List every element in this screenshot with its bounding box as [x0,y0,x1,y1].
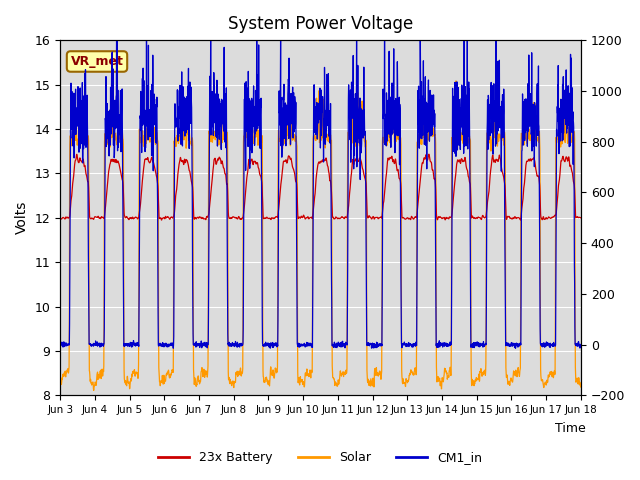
Line: 23x Battery: 23x Battery [60,154,581,220]
Solar [335,377,343,383]
CM1_in [335,343,343,349]
Solar [452,78,460,84]
23x Battery [577,215,585,221]
Y-axis label: Volts: Volts [15,201,29,235]
23x Battery [202,216,209,222]
Title: System Power Voltage: System Power Voltage [228,15,413,33]
23x Battery [335,216,343,221]
Solar [90,387,97,393]
Solar [472,378,480,384]
CM1_in [472,342,479,348]
Text: VR_met: VR_met [70,55,124,68]
23x Battery [546,215,554,221]
Solar [577,384,585,390]
CM1_in [512,345,520,351]
23x Battery [56,216,64,222]
Solar [347,139,355,145]
CM1_in [577,344,585,349]
CM1_in [531,126,539,132]
X-axis label: Time: Time [555,422,586,435]
Line: Solar: Solar [60,81,581,390]
Solar [546,371,554,377]
Solar [56,373,64,379]
CM1_in [56,342,64,348]
23x Battery [472,216,479,221]
CM1_in [546,341,554,347]
23x Battery [531,162,539,168]
23x Battery [425,151,433,157]
Line: CM1_in: CM1_in [60,7,581,348]
CM1_in [347,159,355,165]
Solar [531,116,539,121]
CM1_in [253,4,260,10]
CM1_in [202,342,209,348]
Legend: 23x Battery, Solar, CM1_in: 23x Battery, Solar, CM1_in [153,446,487,469]
23x Battery [516,217,524,223]
Solar [202,372,209,377]
23x Battery [347,179,355,185]
